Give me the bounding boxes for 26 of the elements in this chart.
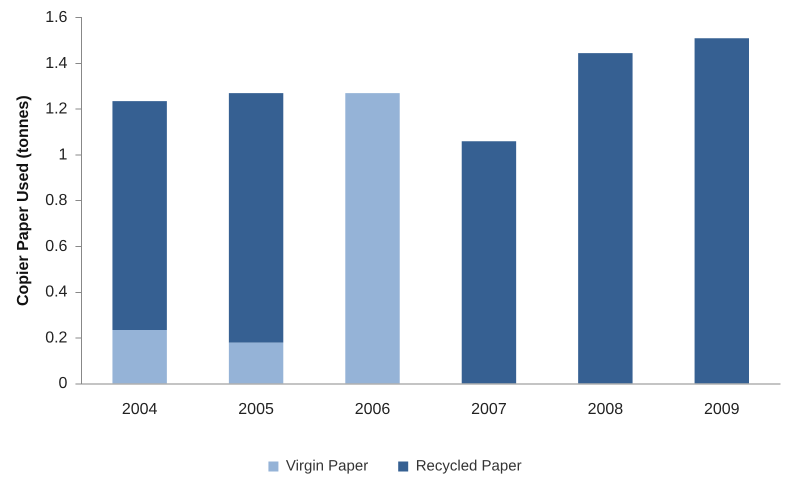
legend-label: Virgin Paper	[286, 458, 368, 475]
y-tick-label: 0.6	[45, 238, 68, 255]
bar	[578, 53, 633, 384]
y-tick-label: 0.8	[45, 192, 68, 210]
x-tick-label: 2004	[122, 400, 158, 418]
bar	[345, 93, 400, 384]
x-tick-label: 2008	[588, 400, 624, 418]
y-tick-label: 1.4	[45, 54, 68, 72]
bar	[462, 141, 516, 384]
y-tick-label: 0.4	[45, 284, 68, 301]
x-tick-label: 2007	[471, 400, 507, 418]
bar	[228, 342, 284, 384]
x-tick-label: 2005	[238, 400, 274, 418]
y-tick-label: 1	[58, 146, 68, 164]
bar	[228, 93, 284, 343]
y-axis-title: Copier Paper Used (tonnes)	[15, 95, 32, 306]
bar	[112, 101, 167, 330]
x-tick-label: 2009	[704, 400, 740, 418]
bar	[112, 330, 167, 384]
y-tick-label: 0.2	[45, 329, 68, 346]
bar	[694, 38, 749, 384]
y-tick-label: 0	[58, 375, 68, 392]
x-tick-label: 2006	[354, 400, 390, 418]
y-tick-label: 1.6	[45, 9, 68, 26]
legend-label: Recycled Paper	[416, 458, 522, 475]
y-tick-label: 1.2	[45, 100, 68, 118]
